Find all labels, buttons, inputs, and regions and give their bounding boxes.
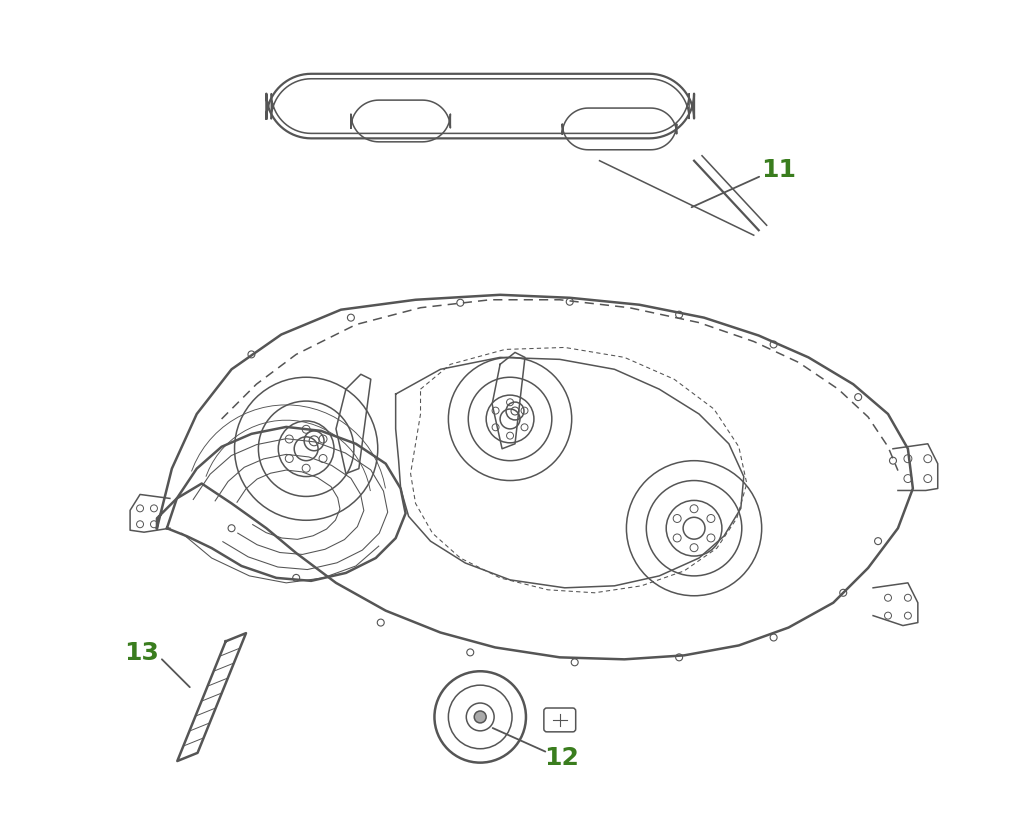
- Circle shape: [474, 711, 486, 723]
- Text: 11: 11: [761, 157, 796, 181]
- Text: 13: 13: [124, 641, 160, 665]
- Text: 12: 12: [544, 745, 579, 769]
